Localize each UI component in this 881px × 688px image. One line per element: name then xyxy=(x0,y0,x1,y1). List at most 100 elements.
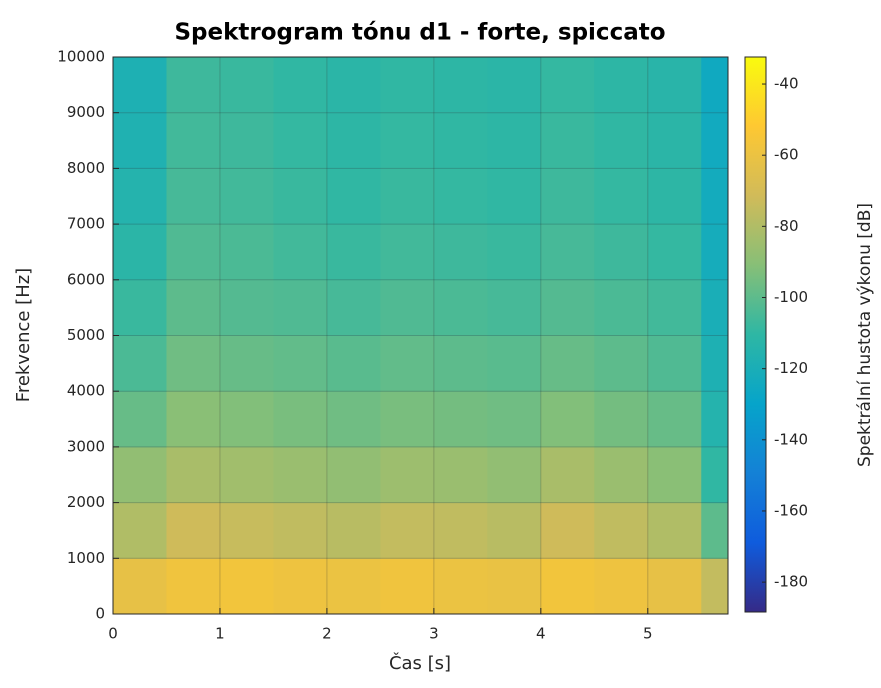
colorbar-tick-label: -40 xyxy=(774,75,799,93)
x-tick-label: 1 xyxy=(215,625,225,643)
heatmap-cell xyxy=(326,502,381,559)
heatmap-cell xyxy=(594,279,649,336)
heatmap-cell xyxy=(380,558,435,615)
heatmap-cell xyxy=(326,391,381,448)
heatmap-cell xyxy=(647,168,702,225)
heatmap-cell xyxy=(113,57,167,114)
heatmap-cell xyxy=(219,224,274,281)
heatmap-cell xyxy=(487,112,542,169)
heatmap-cell xyxy=(273,112,328,169)
heatmap-cell xyxy=(433,224,488,281)
heatmap-cell xyxy=(487,224,542,281)
heatmap-cell xyxy=(594,57,649,114)
y-tick-label: 3000 xyxy=(67,437,105,455)
heatmap-cell xyxy=(166,391,221,448)
x-axis-label: Čas [s] xyxy=(389,652,451,674)
heatmap-cell xyxy=(166,57,221,114)
heatmap-cell xyxy=(273,224,328,281)
heatmap-cell xyxy=(487,335,542,392)
heatmap-cell xyxy=(273,335,328,392)
heatmap-cell xyxy=(594,558,649,615)
heatmap-cell xyxy=(701,279,729,336)
heatmap-cell xyxy=(647,112,702,169)
heatmap-cell xyxy=(113,168,167,225)
heatmap-cell xyxy=(166,168,221,225)
heatmap-cell xyxy=(219,502,274,559)
plot-frame xyxy=(112,56,729,615)
heatmap-cell xyxy=(594,112,649,169)
heatmap-cell xyxy=(273,502,328,559)
heatmap-cell xyxy=(647,335,702,392)
heatmap-cell xyxy=(594,168,649,225)
heatmap-cell xyxy=(326,168,381,225)
heatmap-cell xyxy=(487,279,542,336)
heatmap-cell xyxy=(540,446,595,504)
heatmap-cell xyxy=(647,391,702,448)
heatmap-cell xyxy=(273,279,328,336)
x-tick-label: 5 xyxy=(643,625,653,643)
heatmap-cell xyxy=(701,502,729,559)
heatmap-cell xyxy=(487,168,542,225)
y-tick-label: 5000 xyxy=(67,326,105,344)
heatmap-cell xyxy=(701,57,729,114)
heatmap-cell xyxy=(540,279,595,336)
heatmap-cell xyxy=(219,335,274,392)
colorbar-label: Spektrální hustota výkonu [dB] xyxy=(855,203,875,467)
heatmap-cell xyxy=(647,558,702,615)
y-tick-label: 2000 xyxy=(67,493,105,511)
heatmap-cell xyxy=(701,391,729,448)
colorbar-tick-label: -80 xyxy=(774,217,799,235)
heatmap-cell xyxy=(701,112,729,169)
heatmap-cell xyxy=(219,279,274,336)
heatmap-cell xyxy=(273,558,328,615)
heatmap-cell xyxy=(540,57,595,114)
heatmap-cell xyxy=(540,558,595,615)
colorbar-tick-label: -60 xyxy=(774,146,799,164)
colorbar-tick-label: -160 xyxy=(774,501,808,519)
heatmap-cell xyxy=(433,502,488,559)
heatmap-cell xyxy=(166,112,221,169)
y-tick-label: 10000 xyxy=(57,48,105,66)
heatmap-cell xyxy=(433,57,488,114)
heatmap-cell xyxy=(487,446,542,504)
heatmap-cell xyxy=(380,168,435,225)
heatmap-cell xyxy=(487,57,542,114)
colorbar-tick-label: -140 xyxy=(774,430,808,448)
heatmap-cell xyxy=(166,502,221,559)
heatmap-cell xyxy=(113,391,167,448)
heatmap-cell xyxy=(113,502,167,559)
heatmap-cell xyxy=(380,391,435,448)
heatmap-cell xyxy=(380,57,435,114)
heatmap-cell xyxy=(433,391,488,448)
heatmap-cell xyxy=(380,502,435,559)
heatmap-cell xyxy=(113,335,167,392)
heatmap-cell xyxy=(326,279,381,336)
heatmap-cell xyxy=(326,57,381,114)
y-tick-label: 4000 xyxy=(67,382,105,400)
heatmap-cell xyxy=(701,446,729,504)
heatmap-cell xyxy=(326,112,381,169)
heatmap-cell xyxy=(113,446,167,504)
heatmap-cell xyxy=(594,502,649,559)
heatmap-cell xyxy=(433,335,488,392)
y-tick-label: 0 xyxy=(95,605,105,623)
heatmap-cell xyxy=(219,446,274,504)
heatmap-cell xyxy=(540,391,595,448)
y-axis-label: Frekvence [Hz] xyxy=(13,268,34,402)
heatmap-cell xyxy=(113,279,167,336)
heatmap-cell xyxy=(540,112,595,169)
heatmap-cell xyxy=(594,446,649,504)
heatmap-cell xyxy=(273,391,328,448)
heatmap-cell xyxy=(487,391,542,448)
heatmap-cell xyxy=(433,168,488,225)
heatmap-cell xyxy=(594,335,649,392)
heatmap-cell xyxy=(701,168,729,225)
heatmap-cell xyxy=(701,335,729,392)
heatmap-cell xyxy=(166,558,221,615)
heatmap-cell xyxy=(594,224,649,281)
heatmap-cell xyxy=(326,335,381,392)
heatmap-cell xyxy=(433,558,488,615)
y-tick-label: 8000 xyxy=(67,159,105,177)
heatmap-cell xyxy=(647,57,702,114)
y-tick-label: 9000 xyxy=(67,103,105,121)
